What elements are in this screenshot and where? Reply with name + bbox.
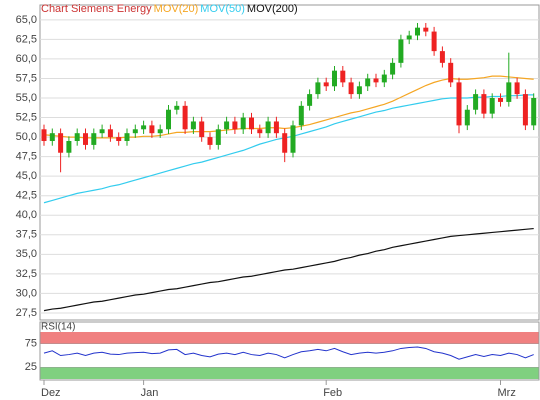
y-tick-label: 25 xyxy=(25,361,37,373)
candle-body xyxy=(481,94,487,114)
candle-body xyxy=(174,105,180,110)
legend-entry: MOV(20) xyxy=(154,3,199,15)
candle-body xyxy=(132,129,138,134)
candle-body xyxy=(423,27,429,32)
candle-body xyxy=(199,121,205,138)
lower-band xyxy=(40,367,539,379)
candle-body xyxy=(448,62,454,83)
candle-body xyxy=(332,70,337,87)
candle-body xyxy=(74,133,80,142)
candle-body xyxy=(381,74,387,83)
y-tick-label: 57,5 xyxy=(16,72,37,84)
candle-body xyxy=(41,129,47,142)
candle-body xyxy=(257,129,263,134)
candle-body xyxy=(406,35,412,40)
upper-band xyxy=(40,332,539,344)
candle-body xyxy=(415,27,420,36)
candle-body xyxy=(215,129,221,145)
y-tick-label: 52,5 xyxy=(16,111,37,123)
y-tick-label: 30,0 xyxy=(16,287,37,299)
panel-title: RSI(14) xyxy=(41,322,75,333)
candle-body xyxy=(307,94,313,106)
candle-body xyxy=(224,121,230,130)
candle-body xyxy=(498,98,503,102)
candle-body xyxy=(348,82,354,95)
candle-body xyxy=(456,82,462,126)
y-tick-label: 55,0 xyxy=(16,92,37,104)
candle-body xyxy=(49,133,55,142)
candle-body xyxy=(66,141,72,153)
candle-body xyxy=(298,105,304,126)
legend-entry: MOV(200) xyxy=(247,3,298,15)
candle-body xyxy=(365,78,371,87)
candle-body xyxy=(107,129,113,138)
candle-body xyxy=(83,133,88,145)
y-tick-label: 47,5 xyxy=(16,151,37,163)
candle-body xyxy=(290,125,296,153)
candle-body xyxy=(240,117,246,130)
y-tick-label: 42,5 xyxy=(16,190,37,202)
x-tick-label: Mrz xyxy=(498,387,516,399)
candle-body xyxy=(522,94,528,126)
candle-body xyxy=(273,121,279,134)
x-tick-label: Jan xyxy=(141,387,159,399)
candle-body xyxy=(232,121,238,130)
y-tick-label: 45,0 xyxy=(16,170,37,182)
x-tick-label: Dez xyxy=(41,387,61,399)
candle-body xyxy=(531,98,537,126)
candle-body xyxy=(58,133,64,153)
legend-entry: MOV(50) xyxy=(200,3,245,15)
x-tick-label: Feb xyxy=(323,387,342,399)
y-tick-label: 27,5 xyxy=(16,307,37,319)
candle-body xyxy=(431,31,437,52)
candle-body xyxy=(149,125,155,134)
y-tick-label: 32,5 xyxy=(16,268,37,280)
y-tick-label: 62,5 xyxy=(16,33,37,45)
candle-body xyxy=(356,86,362,95)
chart-title: Chart Siemens Energy xyxy=(41,3,152,15)
candle-body xyxy=(282,133,288,153)
candle-body xyxy=(124,133,130,142)
y-tick-label: 35,0 xyxy=(16,248,37,260)
candle-body xyxy=(315,82,321,95)
candle-body xyxy=(323,82,329,87)
candle-body xyxy=(157,129,163,134)
rsi-line xyxy=(43,346,534,360)
y-tick-label: 75 xyxy=(25,338,37,350)
candle-body xyxy=(489,98,495,114)
candle-body xyxy=(91,133,97,145)
candle-body xyxy=(166,109,171,130)
candle-body xyxy=(190,121,196,130)
y-tick-label: 40,0 xyxy=(16,209,37,221)
candle-body xyxy=(340,70,346,83)
candle-body xyxy=(439,51,445,63)
candle-body xyxy=(514,82,520,95)
candle-body xyxy=(116,137,122,142)
candle-body xyxy=(398,39,404,63)
candle-body xyxy=(473,94,479,110)
y-tick-label: 37,5 xyxy=(16,229,37,241)
moving-average-line xyxy=(43,94,534,204)
candle-body xyxy=(464,109,470,126)
y-tick-label: 65,0 xyxy=(16,14,37,26)
y-tick-label: 60,0 xyxy=(16,53,37,65)
candle-body xyxy=(141,125,147,130)
candle-body xyxy=(390,62,396,75)
y-tick-label: 50,0 xyxy=(16,131,37,143)
candle-body xyxy=(99,129,105,134)
plot-frame xyxy=(39,321,540,381)
candle-body xyxy=(506,82,512,102)
candle-body xyxy=(373,78,379,83)
plot-frame xyxy=(39,4,540,321)
candle-body xyxy=(207,137,213,145)
moving-average-line xyxy=(43,227,534,312)
candle-body xyxy=(249,117,254,130)
candle-body xyxy=(182,105,188,130)
candle-body xyxy=(265,121,271,134)
